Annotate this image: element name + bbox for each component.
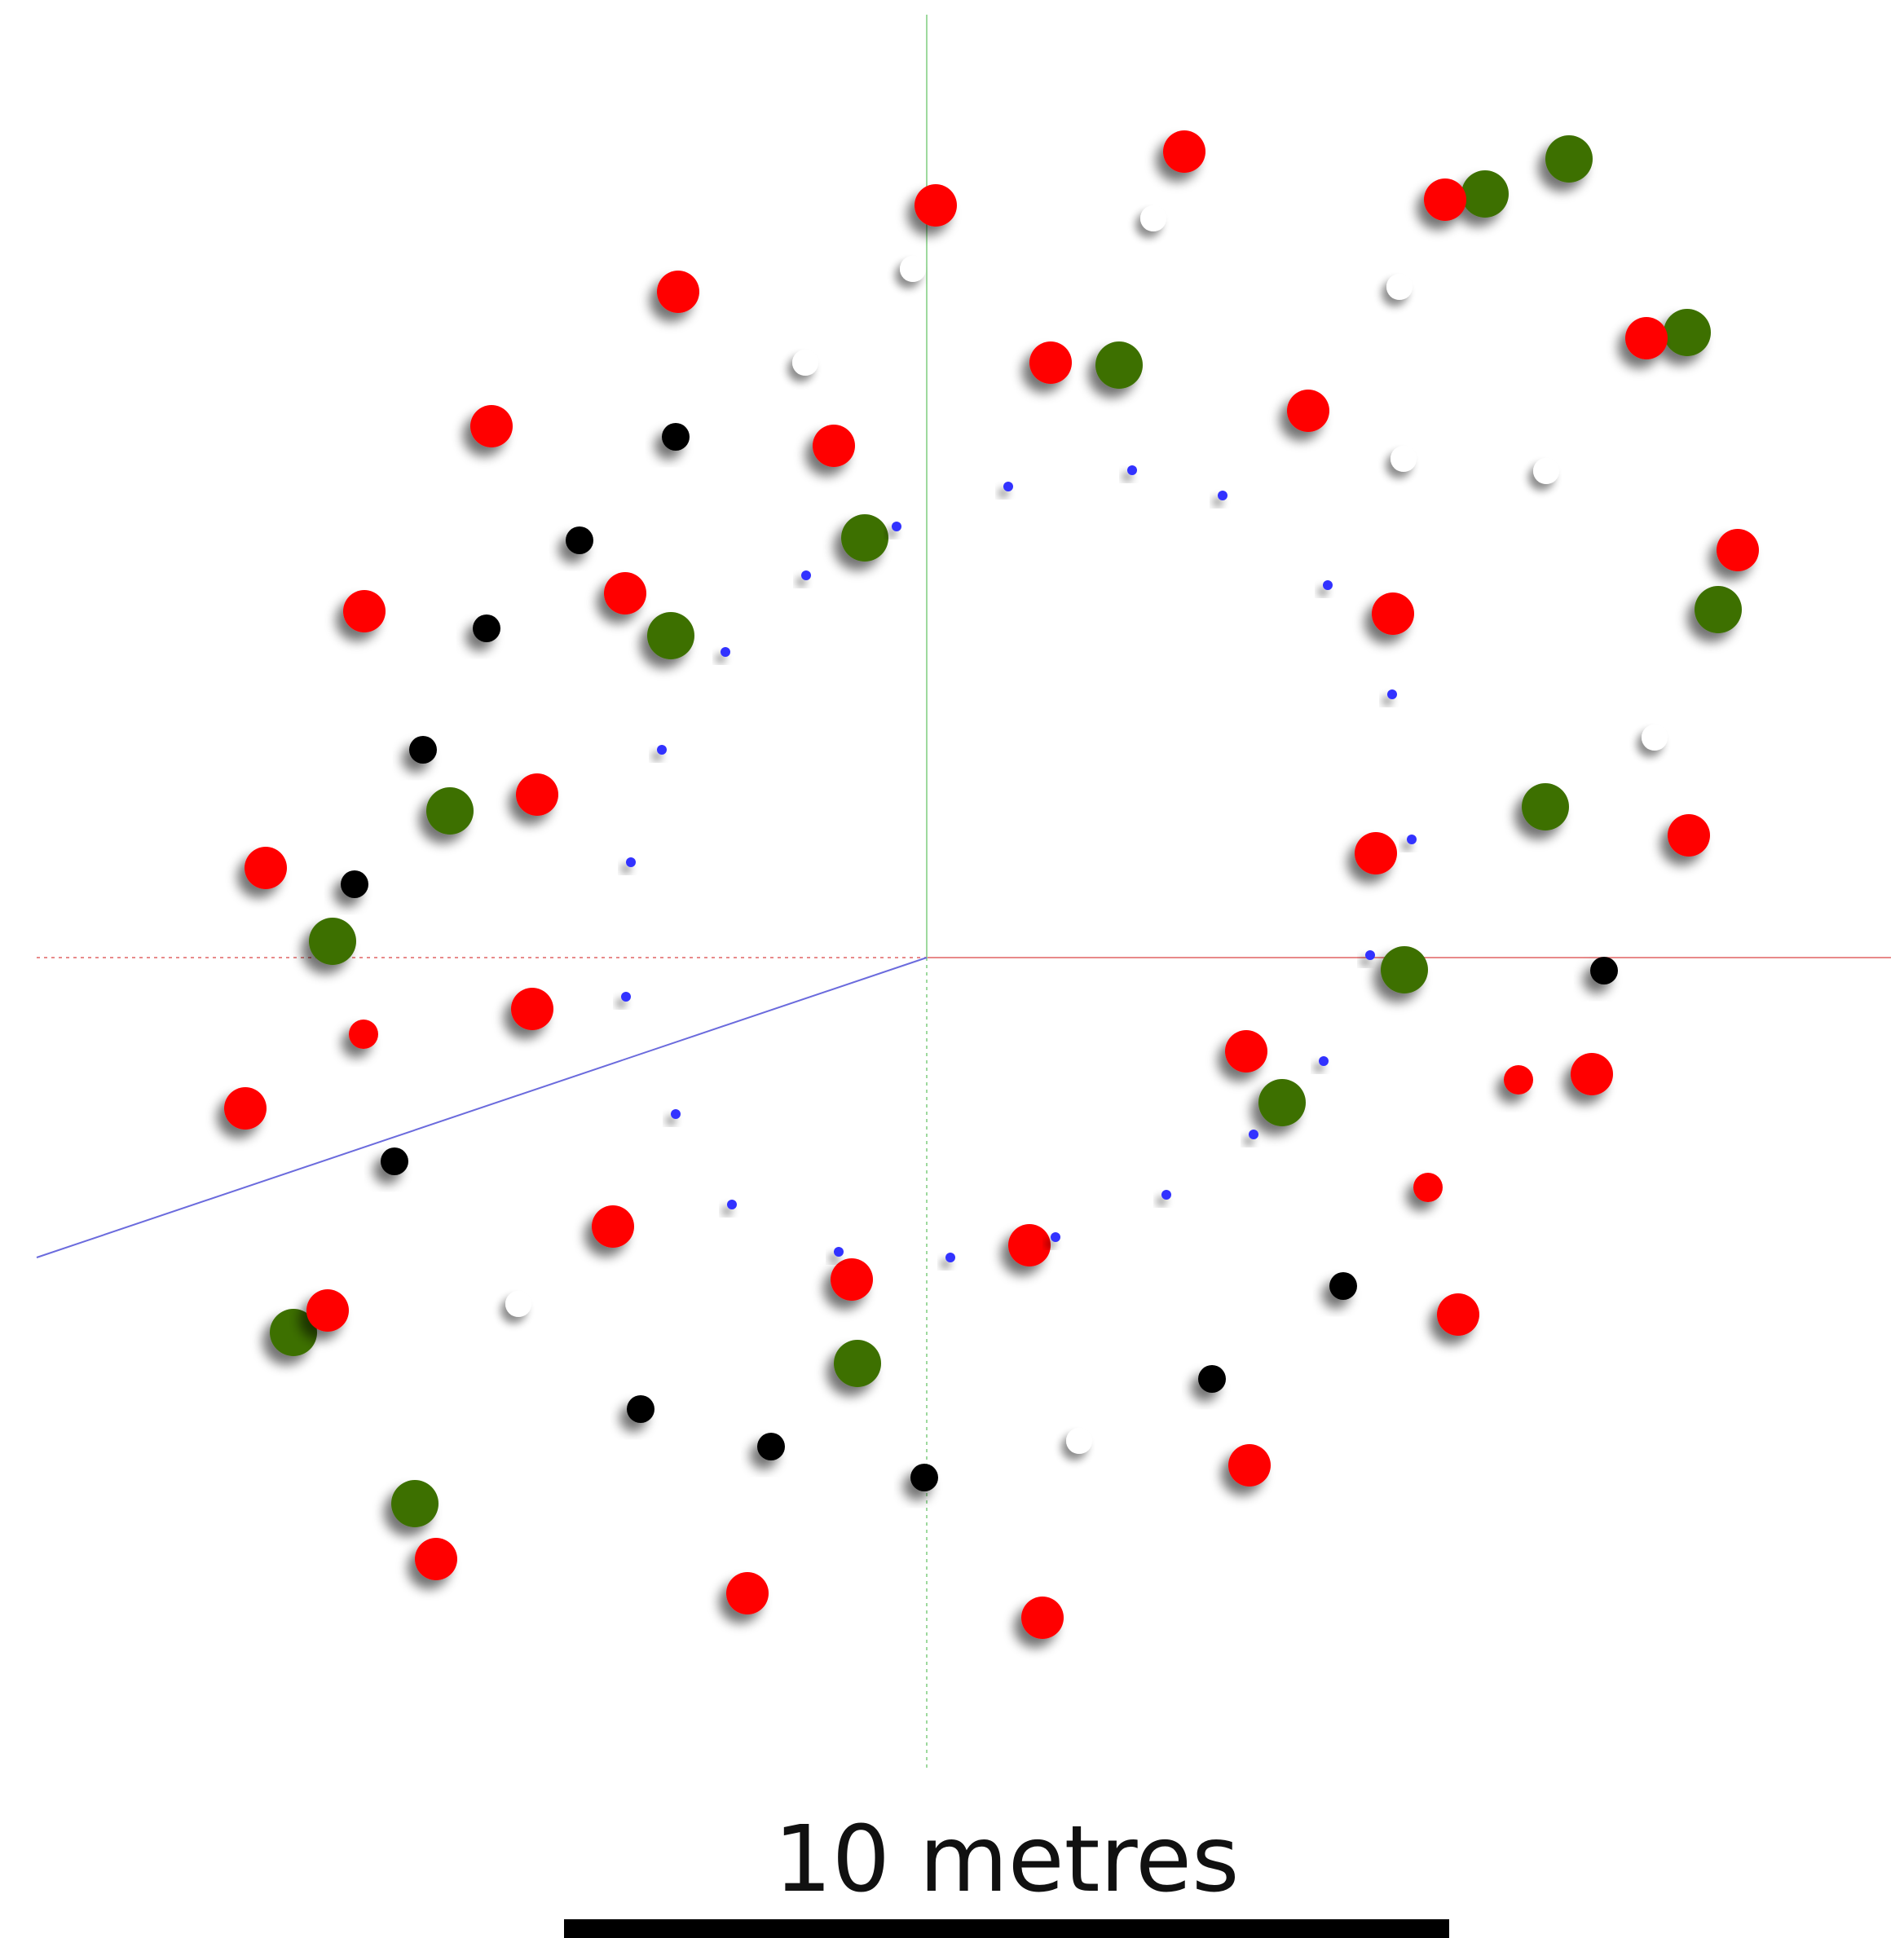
blue-atom [1218, 491, 1227, 500]
blue-atom [834, 1247, 844, 1257]
white-atom [792, 350, 818, 376]
red-atom [1437, 1293, 1479, 1336]
blue-atom [1051, 1232, 1060, 1242]
white-atom [1066, 1428, 1092, 1454]
red-atom [415, 1538, 457, 1580]
red-atom [1163, 130, 1205, 173]
blue-atom [1249, 1130, 1258, 1139]
blue-atom [1319, 1056, 1329, 1066]
red-atom [245, 847, 287, 889]
red-atom [470, 405, 513, 447]
blue-atom [1161, 1190, 1171, 1200]
scale-bar [564, 1919, 1449, 1938]
green-atom [1095, 341, 1143, 389]
green-atom [834, 1340, 881, 1387]
green-atom [309, 918, 356, 965]
red-atom [1287, 390, 1329, 432]
red-atom [1413, 1173, 1443, 1202]
white-atom [900, 256, 926, 282]
green-atom [270, 1309, 317, 1356]
blue-atom [657, 745, 667, 755]
blue-atom [621, 992, 631, 1002]
green-atom [1461, 170, 1509, 218]
black-atom [566, 526, 593, 554]
black-atom [381, 1147, 408, 1175]
blue-atom [892, 522, 901, 531]
red-atom [915, 184, 957, 227]
black-atom [1590, 957, 1618, 984]
red-atom [1571, 1053, 1613, 1095]
blue-atom [801, 570, 811, 580]
red-atom [813, 425, 855, 467]
red-atom [516, 773, 558, 816]
coordinate-axes [36, 15, 1891, 1768]
black-atom [910, 1464, 938, 1491]
z-axis [36, 957, 928, 1258]
blue-atom [626, 857, 636, 867]
black-atom [409, 736, 437, 764]
black-atom [473, 614, 500, 642]
green-atom [1545, 135, 1593, 183]
red-atom [831, 1258, 873, 1301]
red-atom [1504, 1065, 1533, 1095]
blue-atom [671, 1109, 681, 1119]
black-atom [1198, 1365, 1226, 1393]
green-atom [1381, 946, 1428, 993]
red-atom [511, 988, 553, 1030]
red-atom [1225, 1030, 1267, 1073]
red-atom [349, 1020, 378, 1049]
black-atom [757, 1433, 785, 1460]
black-atom [662, 423, 690, 451]
white-atom [1391, 446, 1417, 472]
red-atom [1717, 529, 1759, 571]
blue-atom [1387, 689, 1397, 699]
red-atom [1668, 814, 1710, 857]
white-atom [505, 1291, 531, 1317]
green-atom [426, 787, 474, 835]
black-atom [627, 1395, 654, 1423]
blue-atom [1003, 482, 1013, 491]
red-atom [1228, 1444, 1271, 1487]
white-atom [1386, 274, 1413, 300]
red-atom [1021, 1597, 1064, 1639]
white-atom [1642, 725, 1668, 751]
blue-atom [727, 1200, 737, 1209]
green-atom [1258, 1079, 1306, 1126]
red-atom [1424, 178, 1466, 221]
red-atom [657, 271, 699, 313]
white-atom [1140, 205, 1166, 231]
blue-atom [945, 1253, 955, 1262]
red-atom [224, 1087, 267, 1130]
green-atom [1664, 309, 1711, 356]
white-atom [1533, 458, 1559, 484]
red-atom [343, 590, 386, 632]
red-atom [604, 572, 646, 614]
green-atom [1695, 586, 1742, 633]
red-atom [1355, 832, 1397, 874]
red-atom [1008, 1224, 1051, 1266]
blue-atom [721, 647, 730, 657]
red-atom [726, 1572, 769, 1614]
green-atom [1522, 783, 1569, 830]
red-atom [306, 1289, 349, 1332]
red-atom [1625, 317, 1668, 359]
blue-atom [1127, 465, 1137, 475]
red-atom [1372, 592, 1414, 635]
black-atom [1329, 1272, 1357, 1300]
green-atom [391, 1480, 439, 1527]
scale-label: 10 metres [774, 1807, 1240, 1913]
red-atom [1029, 341, 1072, 384]
blue-atom [1323, 580, 1333, 590]
red-atom [592, 1205, 634, 1248]
blue-atom [1365, 950, 1375, 960]
green-atom [647, 612, 694, 659]
black-atom [341, 870, 368, 898]
blue-atom [1407, 835, 1417, 844]
green-atom [841, 514, 888, 562]
